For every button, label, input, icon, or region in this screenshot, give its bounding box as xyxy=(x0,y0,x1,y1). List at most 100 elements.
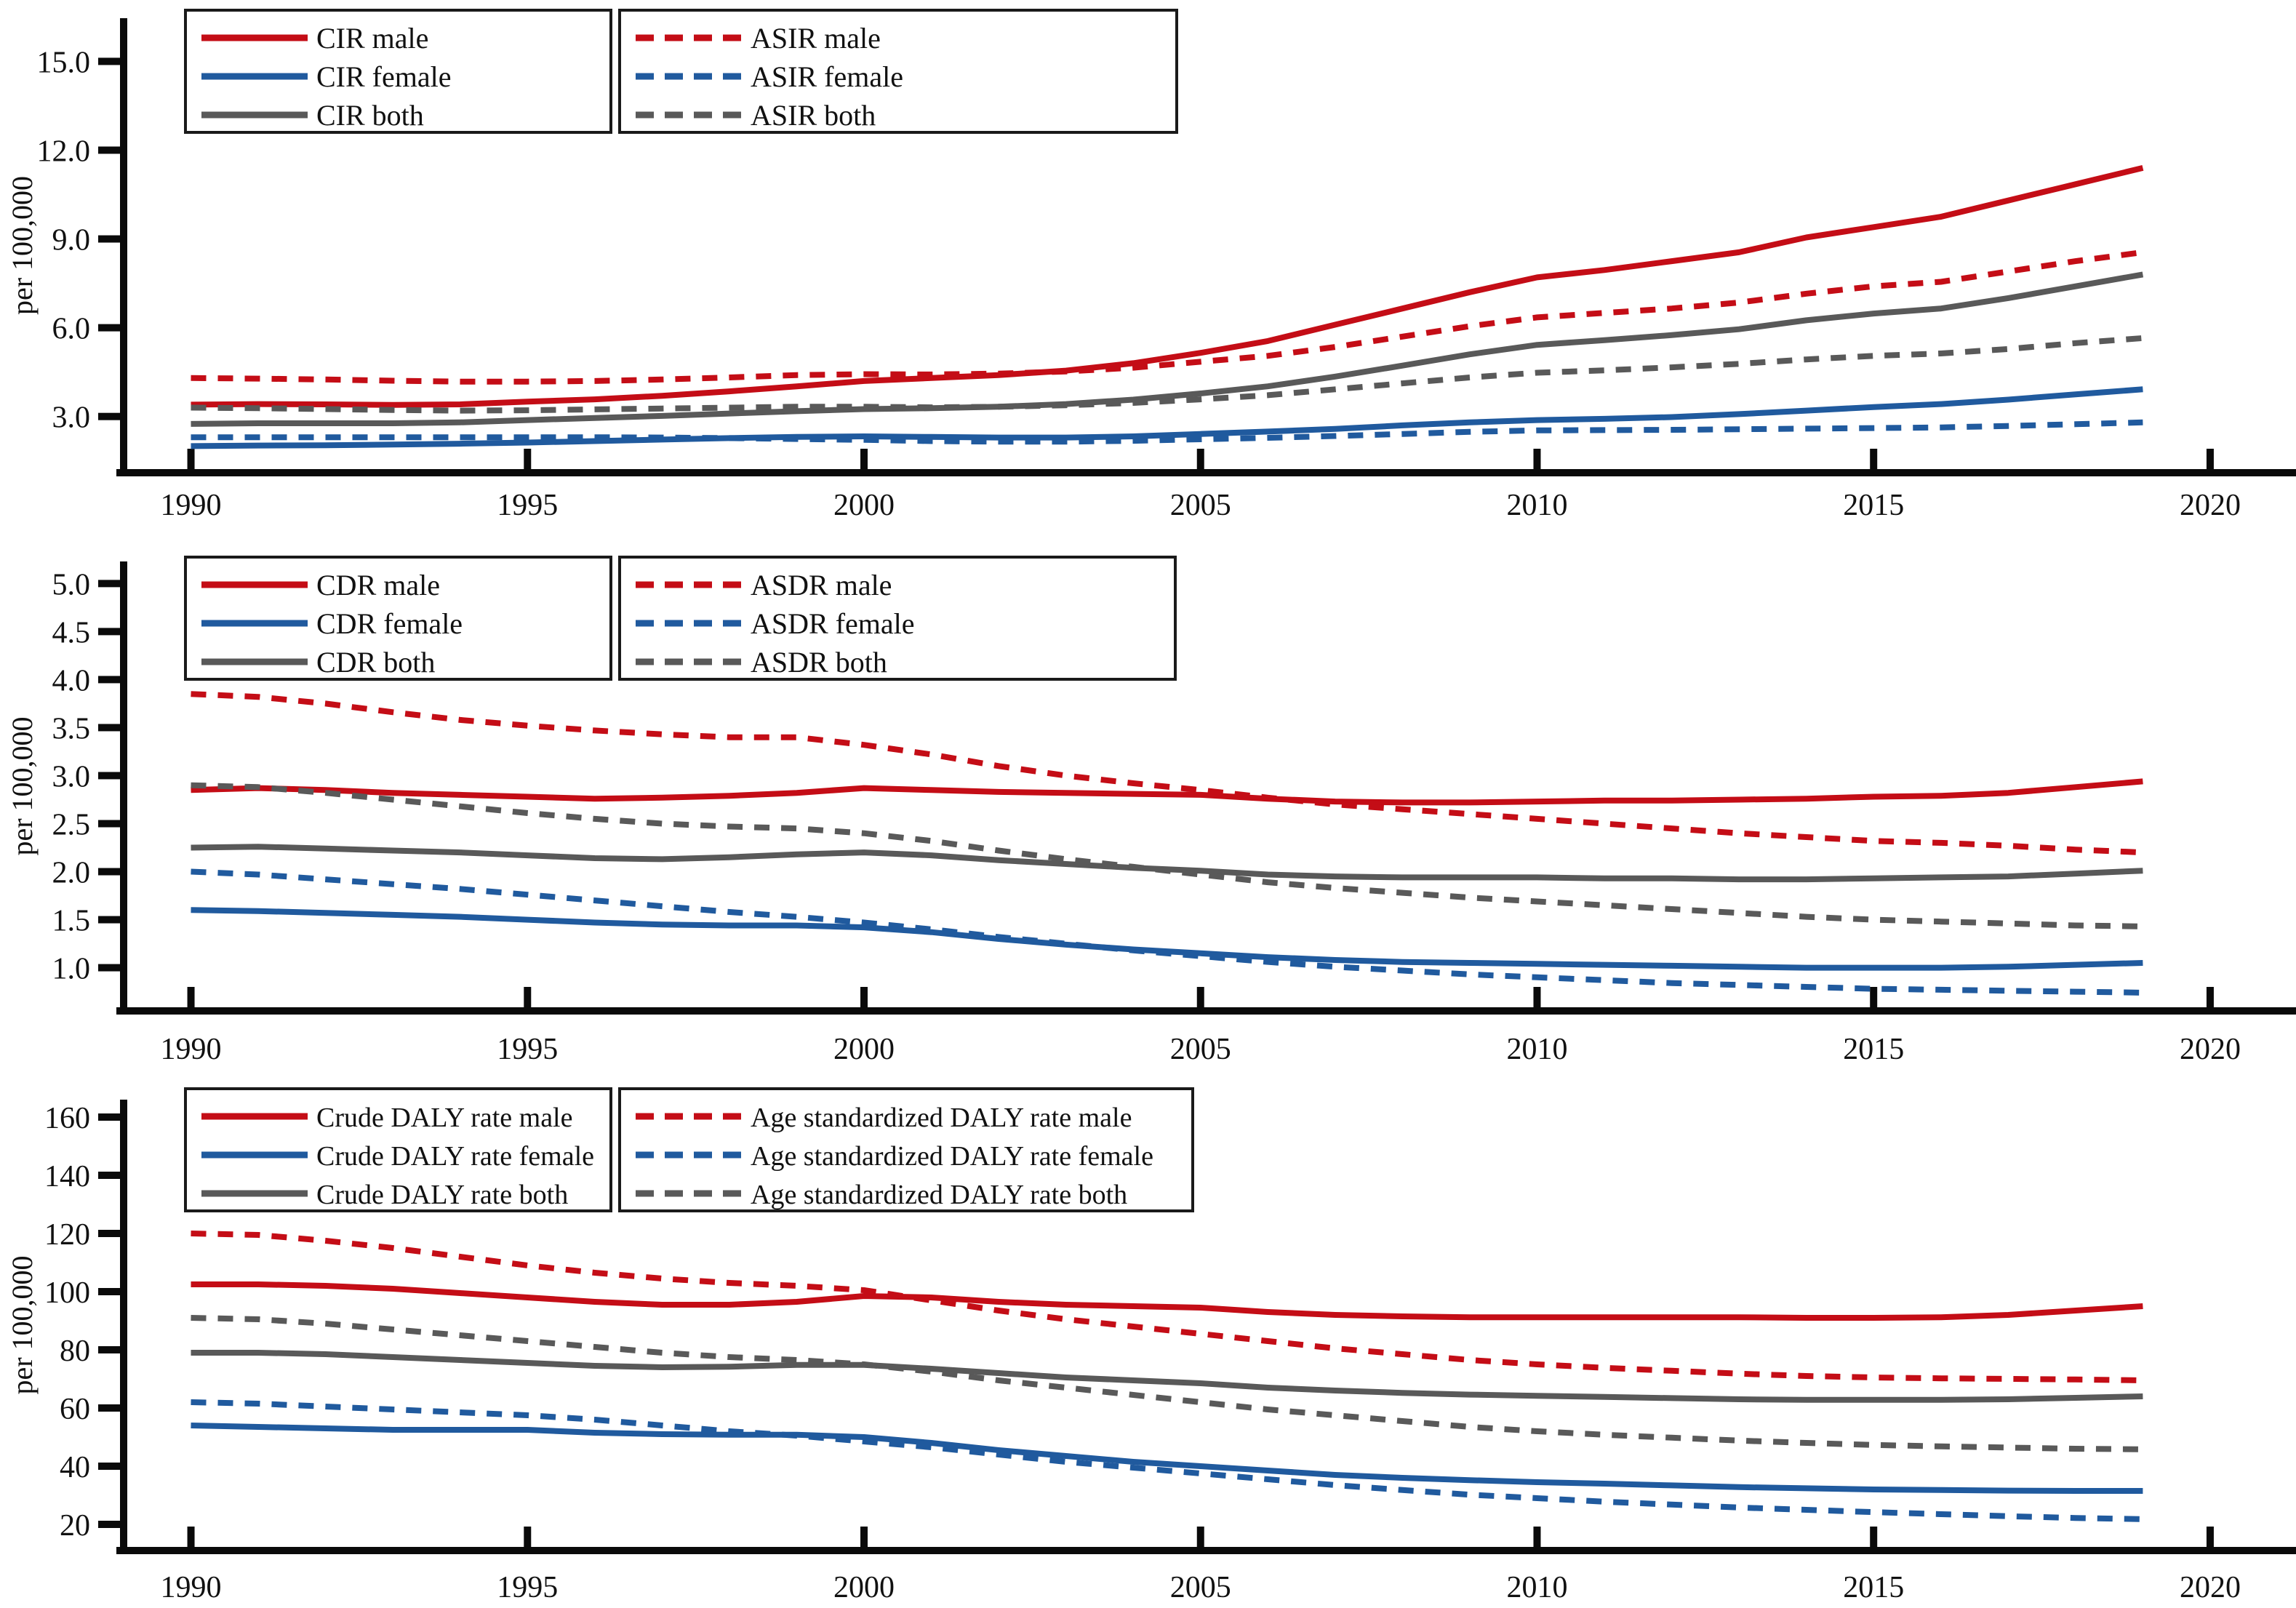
legend-box-dashed xyxy=(618,556,1177,681)
legend-label: ASDR female xyxy=(751,607,915,640)
y-tick xyxy=(98,1172,120,1179)
y-tick xyxy=(98,916,120,924)
y-tick-label: 4.5 xyxy=(52,616,91,649)
x-tick xyxy=(1196,1527,1204,1547)
y-tick xyxy=(98,235,120,243)
y-tick xyxy=(98,1463,120,1470)
x-tick-label: 2000 xyxy=(833,1033,895,1066)
x-tick xyxy=(1533,987,1541,1007)
y-tick xyxy=(98,628,120,636)
legend-label: Crude DALY rate female xyxy=(316,1141,594,1172)
y-axis-spine xyxy=(120,561,127,1011)
y-tick xyxy=(98,964,120,972)
y-tick xyxy=(98,146,120,154)
series-line-asdr-both xyxy=(191,782,2143,929)
x-tick-label: 2000 xyxy=(833,489,895,522)
series-line-age-standardized-daly-rate-female xyxy=(191,1399,2143,1522)
y-tick xyxy=(98,676,120,684)
x-tick xyxy=(1196,987,1204,1007)
legend-label: Crude DALY rate both xyxy=(316,1180,568,1210)
x-tick xyxy=(524,449,532,469)
y-tick xyxy=(98,1521,120,1528)
x-tick-label: 2005 xyxy=(1170,1571,1231,1604)
y-tick-label: 6.0 xyxy=(52,313,91,346)
y-tick-label: 2.5 xyxy=(52,809,91,842)
x-tick xyxy=(187,449,195,469)
y-tick xyxy=(98,1113,120,1121)
y-tick xyxy=(98,772,120,780)
x-axis-spine xyxy=(116,469,2296,476)
legend-label: CDR both xyxy=(316,646,435,679)
series-line-cir-male xyxy=(191,165,2144,408)
x-tick xyxy=(1533,1527,1541,1547)
legend-box-dashed xyxy=(618,9,1178,134)
y-axis-title: per 100,000 xyxy=(6,176,39,315)
series-line-crude-daly-rate-female xyxy=(191,1423,2143,1494)
x-tick-label: 1990 xyxy=(161,1571,222,1604)
y-tick xyxy=(98,868,120,876)
y-tick-label: 3.5 xyxy=(52,712,91,745)
series-line-cdr-both xyxy=(191,844,2143,883)
x-tick xyxy=(1870,987,1878,1007)
legend-label: CDR male xyxy=(316,569,440,601)
x-tick-label: 2000 xyxy=(833,1571,895,1604)
x-tick-label: 2015 xyxy=(1843,1033,1904,1066)
legend-box-dashed xyxy=(618,1087,1194,1212)
panel-death: 1.0 1.5 2.0 2.5 3.0 3.5 4.0 4.5 5.0 1990 1995 2000 2… xyxy=(6,556,2296,1066)
x-tick-label: 1995 xyxy=(497,1033,558,1066)
y-tick-label: 3.0 xyxy=(52,760,91,793)
y-tick-label: 80 xyxy=(60,1335,90,1368)
x-tick xyxy=(187,987,195,1007)
y-tick-label: 12.0 xyxy=(37,135,91,168)
legend-label: CIR female xyxy=(316,60,452,93)
x-tick-label: 2010 xyxy=(1506,1571,1567,1604)
x-tick xyxy=(524,987,532,1007)
y-tick-label: 120 xyxy=(44,1218,90,1252)
legend-label: Crude DALY rate male xyxy=(316,1103,572,1133)
x-tick-label: 2015 xyxy=(1843,1571,1904,1604)
x-tick-label: 2005 xyxy=(1170,489,1231,522)
y-tick-label: 1.0 xyxy=(52,953,91,986)
x-tick-label: 1990 xyxy=(161,1033,222,1066)
series-line-asdr-female xyxy=(191,868,2143,996)
x-tick xyxy=(2206,987,2214,1007)
series-line-cir-both xyxy=(191,271,2144,427)
series-line-asir-male xyxy=(191,249,2143,385)
series-line-cdr-male xyxy=(191,778,2143,806)
y-tick-label: 40 xyxy=(60,1451,90,1484)
x-axis-spine xyxy=(116,1007,2296,1015)
series-line-crude-daly-rate-both xyxy=(191,1350,2143,1403)
series-line-asir-both xyxy=(191,335,2143,414)
y-axis-title: per 100,000 xyxy=(6,716,39,855)
legend-label: CIR both xyxy=(316,99,424,132)
y-tick-label: 2.0 xyxy=(52,857,91,890)
y-tick xyxy=(98,57,120,65)
y-tick-label: 15.0 xyxy=(37,46,91,79)
y-tick-label: 3.0 xyxy=(52,401,91,435)
x-tick-label: 2020 xyxy=(2180,1571,2241,1604)
panel-incidence: 3.0 6.0 9.0 12.0 15.0 1990 1995 2000 2005 2010 201… xyxy=(6,9,2296,522)
x-tick-label: 2010 xyxy=(1506,489,1567,522)
x-tick xyxy=(860,1527,868,1547)
x-tick xyxy=(2206,449,2214,469)
series-line-age-standardized-daly-rate-both xyxy=(191,1315,2143,1452)
series-line-asdr-male xyxy=(191,691,2143,856)
series-line-cdr-female xyxy=(191,907,2143,971)
legend-label: ASDR both xyxy=(751,646,887,679)
y-tick xyxy=(98,580,120,588)
legend-label: Age standardized DALY rate female xyxy=(751,1141,1153,1172)
panel-daly: 20 40 60 80 100 120 140 160 1990 1995 2000 2005 2010… xyxy=(6,1087,2296,1604)
y-axis-spine xyxy=(120,1100,127,1551)
legend-label: ASDR male xyxy=(751,569,892,601)
y-tick xyxy=(98,1346,120,1353)
y-tick xyxy=(98,1404,120,1412)
y-tick-label: 140 xyxy=(44,1160,90,1193)
legend-label: ASIR male xyxy=(751,22,881,55)
x-tick xyxy=(1533,449,1541,469)
y-tick-label: 5.0 xyxy=(52,568,91,601)
series-line-age-standardized-daly-rate-male xyxy=(191,1231,2143,1383)
y-tick-label: 100 xyxy=(44,1276,90,1310)
legend-label: CDR female xyxy=(316,607,463,640)
x-tick-label: 2015 xyxy=(1843,489,1904,522)
